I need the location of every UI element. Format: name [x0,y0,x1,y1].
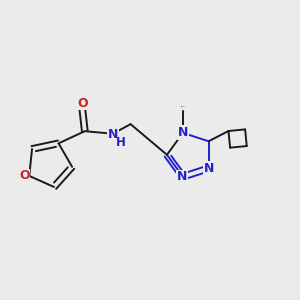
Text: O: O [77,97,88,110]
Text: N: N [204,162,214,175]
Text: O: O [19,169,30,182]
Text: N: N [108,128,119,141]
Text: N: N [177,170,188,183]
Text: methyl: methyl [180,106,185,107]
Text: N: N [178,126,188,139]
Text: H: H [116,136,125,149]
